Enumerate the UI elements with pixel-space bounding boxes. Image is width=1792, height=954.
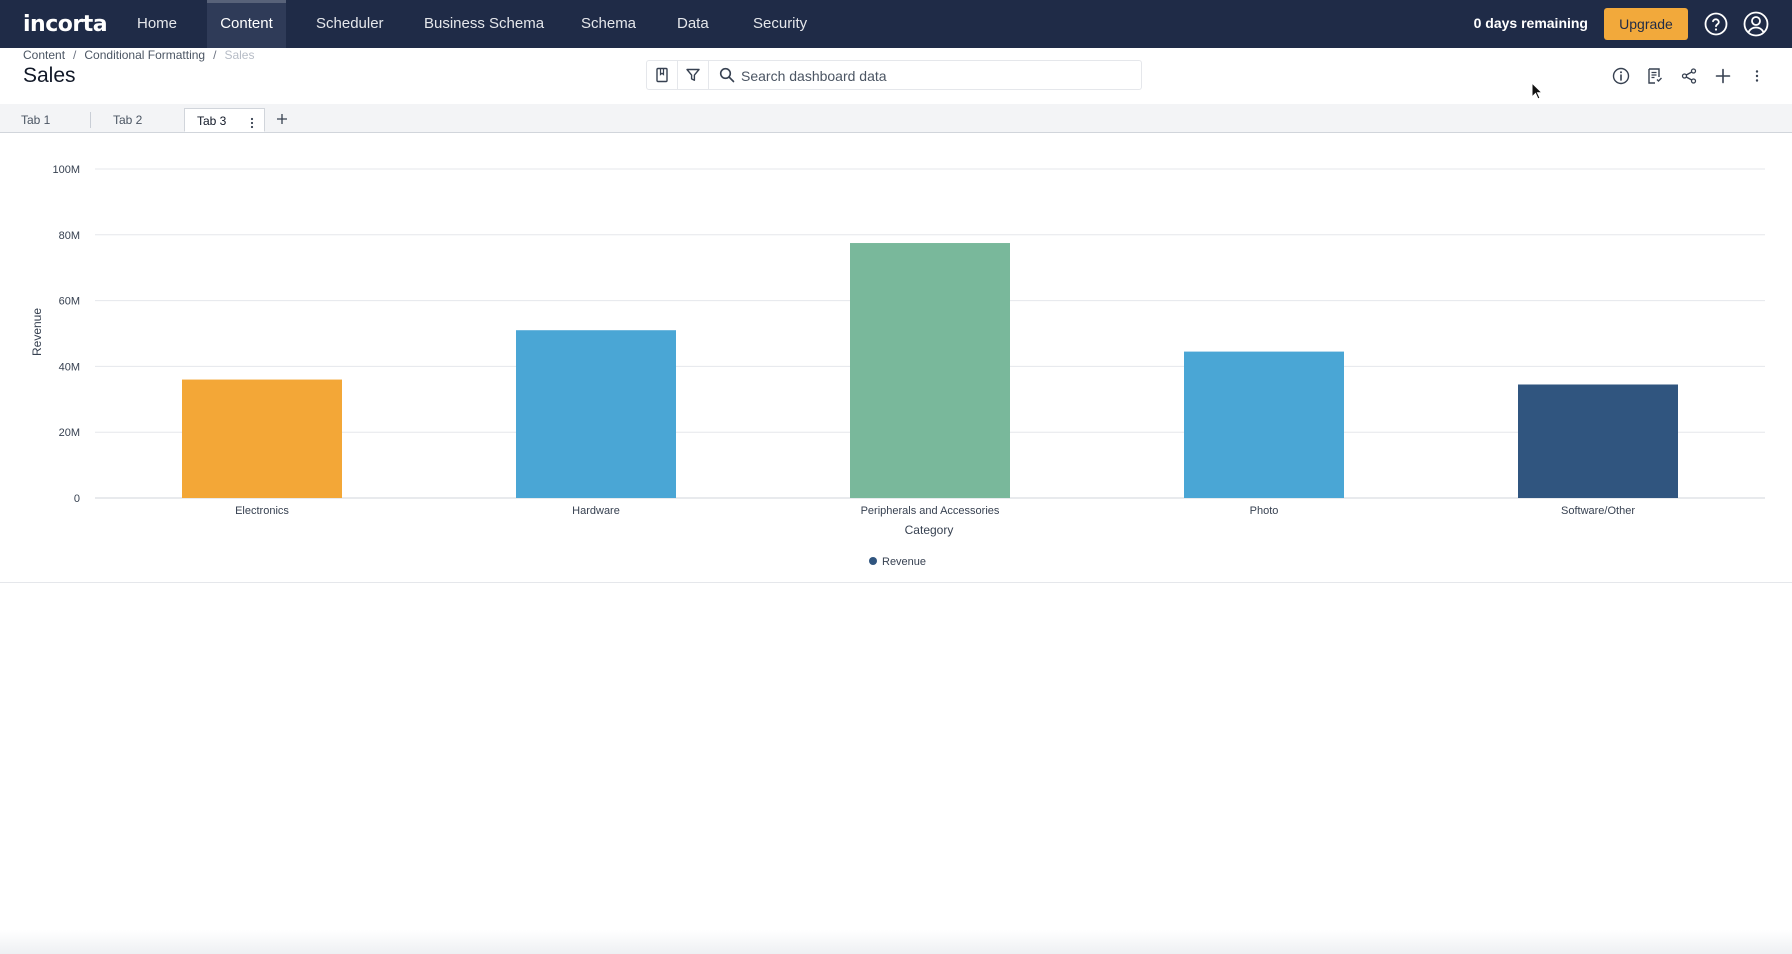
- nav-security[interactable]: Security: [753, 15, 808, 32]
- page-title: Sales: [23, 64, 76, 87]
- user-icon[interactable]: [1743, 11, 1769, 37]
- y-tick-label: 20M: [59, 427, 80, 439]
- search-input[interactable]: [739, 61, 1133, 91]
- tab-3[interactable]: Tab 3: [184, 108, 265, 132]
- x-tick-label: Photo: [1250, 505, 1279, 517]
- tab-menu-icon[interactable]: [249, 114, 255, 138]
- nav-schema[interactable]: Schema: [581, 15, 637, 32]
- dashboard-tab-bar: Tab 1 Tab 2 Tab 3: [0, 104, 1792, 133]
- add-icon[interactable]: [1711, 64, 1735, 88]
- breadcrumb-separator: /: [213, 48, 217, 62]
- add-tab-icon[interactable]: [274, 111, 290, 127]
- chart-x-axis-label: Category: [905, 523, 954, 537]
- revenue-bar-chart: 0 20M 40M 60M 80M 100M Electronics Hardware Per…: [0, 133, 1792, 583]
- more-options-icon[interactable]: [1745, 64, 1769, 88]
- trial-days-remaining: 0 days remaining: [1473, 15, 1588, 31]
- dashboard-search-bar: [646, 60, 1142, 91]
- breadcrumb-conditional-formatting[interactable]: Conditional Formatting: [84, 48, 206, 62]
- dashboard-report-icon[interactable]: [1643, 64, 1667, 88]
- mouse-cursor-icon: [1531, 81, 1544, 105]
- chart-svg: 0 20M 40M 60M 80M 100M Electronics Hardware Per…: [30, 164, 1765, 568]
- panel-divider: [0, 582, 1792, 583]
- info-icon[interactable]: [1609, 64, 1633, 88]
- x-tick-label: Software/Other: [1561, 505, 1635, 517]
- breadcrumb-content[interactable]: Content: [23, 48, 66, 62]
- tab-3-label: Tab 3: [197, 114, 227, 128]
- breadcrumb-current: Sales: [224, 48, 255, 62]
- x-tick-label: Peripherals and Accessories: [861, 505, 1000, 517]
- y-tick-label: 80M: [59, 230, 80, 242]
- y-tick-label: 100M: [52, 164, 80, 176]
- share-icon[interactable]: [1677, 64, 1701, 88]
- upgrade-button[interactable]: Upgrade: [1604, 8, 1688, 40]
- y-tick-label: 60M: [59, 296, 80, 308]
- bar-electronics[interactable]: [182, 379, 342, 498]
- tab-1[interactable]: Tab 1: [21, 113, 51, 127]
- nav-home[interactable]: Home: [137, 15, 178, 32]
- nav-content[interactable]: Content: [207, 0, 286, 48]
- nav-scheduler[interactable]: Scheduler: [316, 15, 384, 32]
- chart-y-axis-label: Revenue: [30, 308, 44, 356]
- help-icon[interactable]: [1703, 11, 1729, 37]
- filter-icon[interactable]: [678, 61, 709, 89]
- x-tick-label: Electronics: [235, 505, 289, 517]
- bookmark-icon[interactable]: [647, 61, 678, 89]
- bar-peripherals-and-accessories[interactable]: [850, 243, 1010, 498]
- breadcrumb: Content / Conditional Formatting / Sales: [23, 48, 254, 62]
- bar-software-other[interactable]: [1518, 384, 1678, 498]
- y-tick-label: 0: [74, 493, 80, 505]
- bar-hardware[interactable]: [516, 330, 676, 498]
- x-tick-label: Hardware: [572, 505, 620, 517]
- search-icon: [719, 67, 735, 88]
- breadcrumb-separator: /: [73, 48, 77, 62]
- footer-shadow: [0, 930, 1792, 954]
- nav-data[interactable]: Data: [677, 15, 709, 32]
- bar-photo[interactable]: [1184, 351, 1344, 498]
- tab-separator: [90, 112, 91, 128]
- y-tick-label: 40M: [59, 361, 80, 373]
- top-nav: incorta Home Content Scheduler Business …: [0, 0, 1792, 48]
- tab-2[interactable]: Tab 2: [113, 113, 143, 127]
- legend-swatch: [869, 557, 877, 565]
- legend-item-revenue[interactable]: Revenue: [882, 556, 926, 568]
- incorta-logo[interactable]: incorta: [23, 12, 108, 37]
- nav-business-schema[interactable]: Business Schema: [424, 15, 545, 32]
